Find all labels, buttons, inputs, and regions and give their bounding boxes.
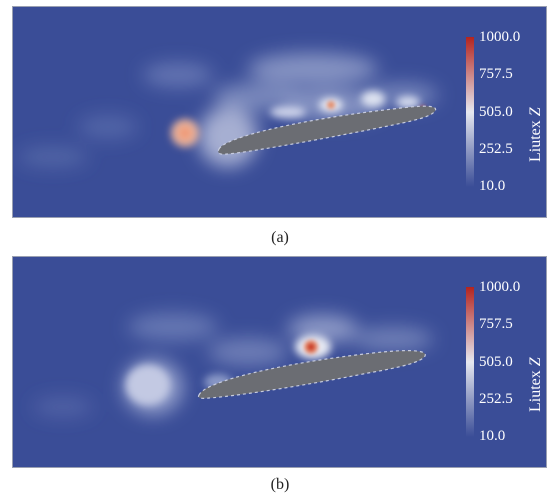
colorbar-tick-252-5: 252.5 xyxy=(479,391,513,407)
colorbar-tick-757-5: 757.5 xyxy=(479,316,513,332)
contour-panel-a: 1000.0 757.5 505.0 252.5 10.0 Liutex Z xyxy=(12,6,547,218)
colorbar-tick-757-5: 757.5 xyxy=(479,66,513,82)
caption-b: (b) xyxy=(270,476,290,493)
vortex-cores xyxy=(126,335,331,405)
contour-panel-b: 1000.0 757.5 505.0 252.5 10.0 Liutex Z xyxy=(12,256,547,468)
colorbar-tick-1000: 1000.0 xyxy=(479,29,521,45)
colorbar-title: Liutex Z xyxy=(527,107,544,162)
colorbar-tick-1000: 1000.0 xyxy=(479,279,521,295)
liutex-field-b xyxy=(13,257,546,467)
colorbar-tick-252-5: 252.5 xyxy=(479,141,513,157)
liutex-field-a xyxy=(13,7,546,217)
colorbar-gradient xyxy=(466,37,474,187)
colorbar-title: Liutex Z xyxy=(527,357,544,412)
vortex-cores xyxy=(171,91,420,147)
colorbar-tick-505: 505.0 xyxy=(479,354,513,370)
caption-a: (a) xyxy=(271,229,289,246)
airfoil-shape xyxy=(197,350,426,399)
colorbar-tick-10: 10.0 xyxy=(479,428,506,444)
colorbar-gradient xyxy=(466,287,474,437)
colorbar-tick-10: 10.0 xyxy=(479,178,506,194)
airfoil-shape xyxy=(217,105,437,155)
background-field xyxy=(13,257,546,467)
colorbar-tick-505: 505.0 xyxy=(479,104,513,120)
